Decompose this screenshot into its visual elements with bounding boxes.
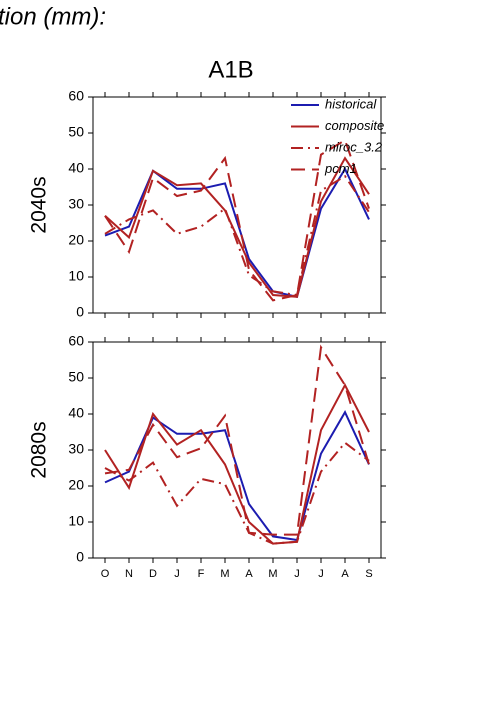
x-tick-label: J <box>318 568 324 580</box>
y-tick-label: 20 <box>68 477 84 493</box>
y-tick-label: 0 <box>76 304 84 320</box>
series-line <box>104 156 370 298</box>
series-line <box>104 344 370 536</box>
y-tick-label: 50 <box>68 124 84 140</box>
legend-label: composite <box>325 118 384 133</box>
y-tick-label: 30 <box>68 441 84 457</box>
series-line <box>104 441 370 545</box>
series-line <box>104 174 370 297</box>
y-tick-label: 50 <box>68 369 84 385</box>
x-tick-label: N <box>125 568 133 580</box>
y-tick-label: 60 <box>68 88 84 104</box>
y-axis-label: 2080s <box>28 421 51 478</box>
series-line <box>104 383 370 545</box>
x-tick-label: F <box>198 568 205 580</box>
x-tick-label: O <box>101 568 110 580</box>
legend-label: miroc_3.2 <box>325 139 383 154</box>
y-tick-label: 60 <box>68 333 84 349</box>
y-axis-label: 2040s <box>28 176 51 233</box>
x-tick-label: M <box>220 568 229 580</box>
y-tick-label: 30 <box>68 196 84 212</box>
page-heading: tion (mm): <box>0 3 106 30</box>
y-tick-label: 20 <box>68 232 84 248</box>
y-tick-label: 10 <box>68 268 84 284</box>
x-tick-label: A <box>245 568 253 580</box>
x-tick-label: A <box>341 568 349 580</box>
x-tick-label: J <box>174 568 180 580</box>
y-tick-label: 0 <box>76 549 84 565</box>
legend-label: historical <box>325 96 377 111</box>
chart-title: A1B <box>208 56 253 83</box>
x-tick-label: M <box>268 568 277 580</box>
x-tick-label: D <box>149 568 157 580</box>
y-tick-label: 10 <box>68 513 84 529</box>
x-tick-label: J <box>294 568 300 580</box>
legend-label: pcm1 <box>324 161 357 176</box>
y-tick-label: 40 <box>68 405 84 421</box>
series-line <box>104 138 370 302</box>
y-tick-label: 40 <box>68 160 84 176</box>
x-tick-label: S <box>365 568 372 580</box>
